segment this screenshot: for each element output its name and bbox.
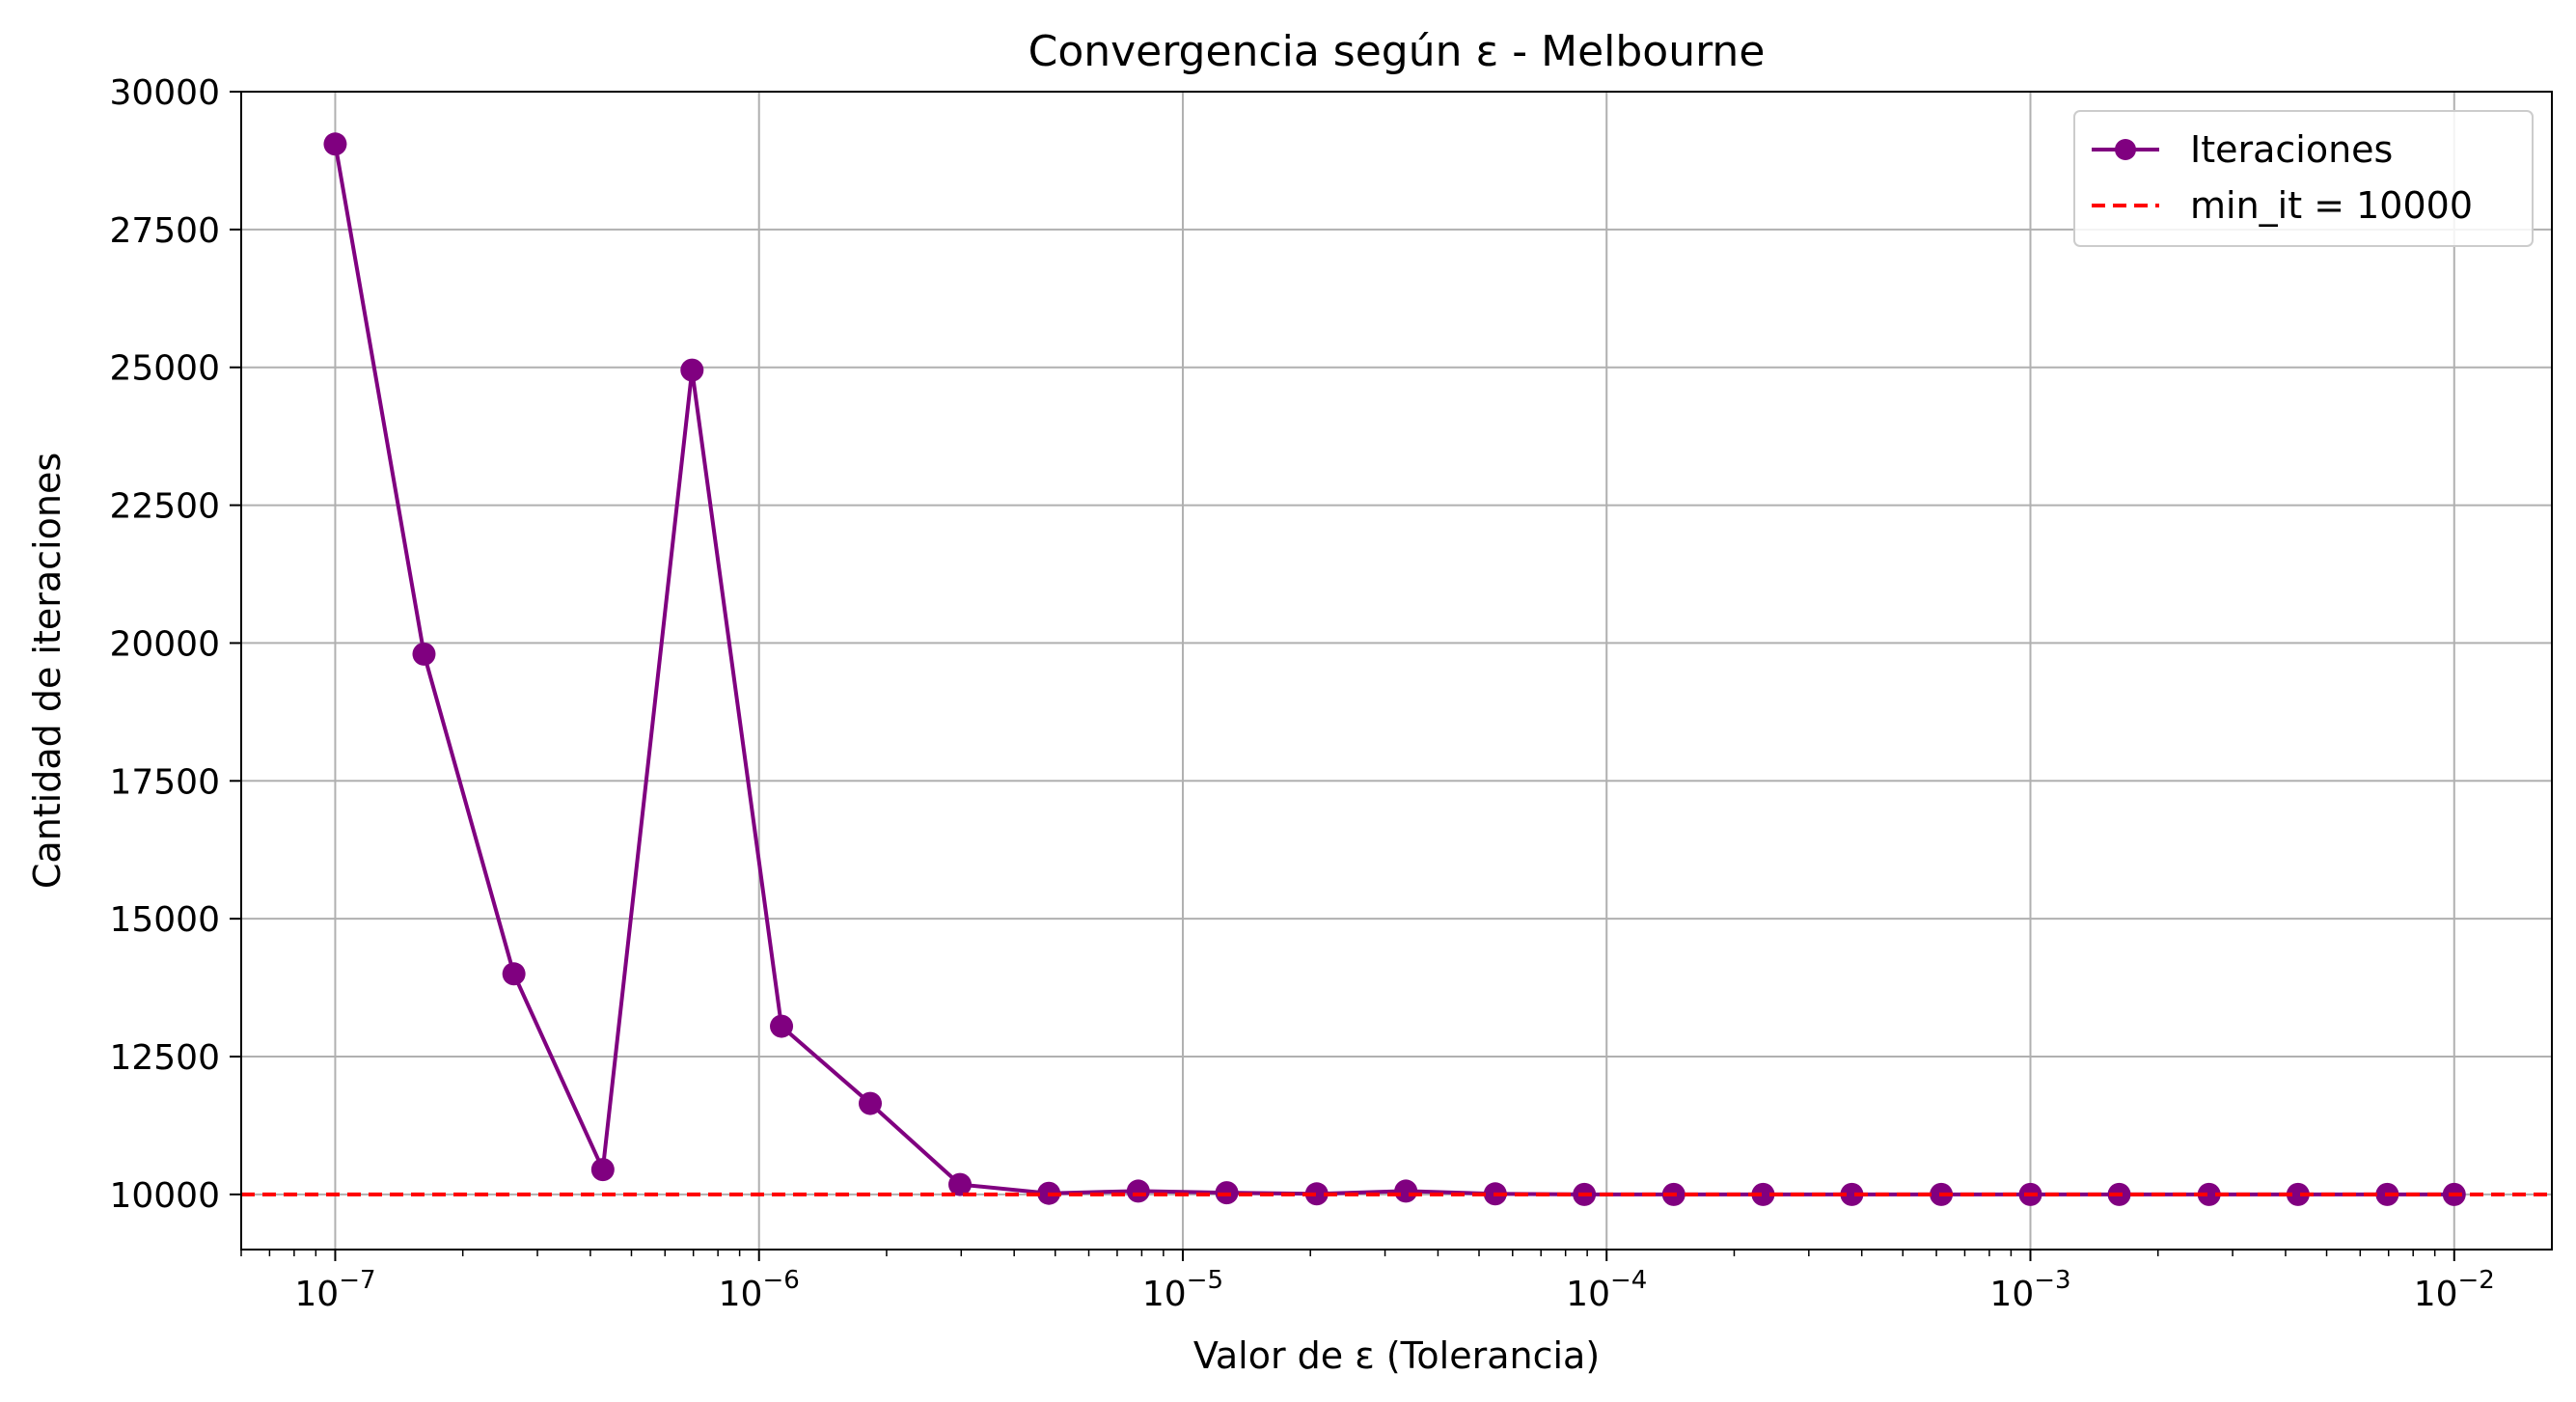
iteraciones-point	[2197, 1182, 2221, 1206]
iteraciones-point	[2286, 1182, 2310, 1206]
iteraciones-point	[770, 1014, 794, 1038]
iteraciones-point	[1394, 1179, 1418, 1203]
iteraciones-point	[412, 642, 436, 666]
legend-min-it-label: min_it = 10000	[2190, 184, 2473, 227]
y-tick-label: 30000	[109, 73, 220, 113]
x-tick-label: 10−7	[294, 1266, 375, 1314]
y-tick-label: 15000	[109, 900, 220, 940]
iteraciones-point	[1840, 1182, 1864, 1206]
y-tick-label: 10000	[109, 1176, 220, 1216]
chart-title: Convergencia según ε - Melbourne	[1028, 27, 1766, 76]
y-tick-label: 20000	[109, 624, 220, 664]
legend: Iteraciones min_it = 10000	[2073, 110, 2534, 247]
x-tick-label: 10−4	[1566, 1266, 1647, 1314]
plot-frame	[240, 91, 2553, 1251]
iteraciones-point	[502, 962, 526, 986]
x-tick-label: 10−2	[2414, 1266, 2495, 1314]
x-tick-label: 10−6	[719, 1266, 800, 1314]
y-tick-label: 22500	[109, 487, 220, 527]
x-tick-label: 10−3	[1989, 1266, 2070, 1314]
legend-box	[2073, 110, 2534, 247]
x-minor-ticks	[240, 1250, 2436, 1256]
plot-area	[241, 132, 2552, 1206]
iteraciones-point	[1304, 1182, 1329, 1206]
y-axis-ticks: 10000 12500 15000 17500 20000 22500 25000 27500…	[109, 73, 241, 1216]
iteraciones-point	[1751, 1182, 1775, 1206]
y-tick-label: 17500	[109, 762, 220, 802]
y-axis-label: Cantidad de iteraciones	[26, 453, 69, 889]
iteraciones-point	[948, 1172, 973, 1196]
iteraciones-point	[323, 132, 347, 156]
x-axis-label: Valor de ε (Tolerancia)	[1193, 1334, 1600, 1377]
x-axis-ticks: 10−7 10−6 10−5 10−4 10−3 10−2	[294, 1250, 2495, 1314]
iteraciones-point	[680, 358, 704, 382]
legend-iteraciones-marker	[2115, 139, 2136, 160]
iteraciones-point	[1126, 1179, 1150, 1203]
iteraciones-point	[590, 1158, 615, 1182]
y-tick-label: 12500	[109, 1038, 220, 1078]
iteraciones-point	[859, 1091, 882, 1115]
y-tick-label: 27500	[109, 211, 220, 251]
legend-iteraciones-label: Iteraciones	[2190, 128, 2393, 171]
x-tick-label: 10−5	[1142, 1266, 1223, 1314]
y-tick-label: 25000	[109, 349, 220, 389]
